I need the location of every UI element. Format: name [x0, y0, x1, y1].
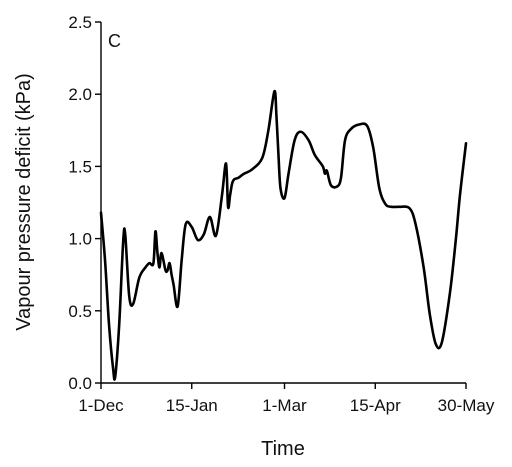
- x-tick-label: 1-Mar: [262, 396, 307, 415]
- y-axis-title: Vapour pressure deficit (kPa): [13, 73, 35, 331]
- axes: [100, 22, 466, 384]
- x-tick-label: 1-Dec: [78, 396, 124, 415]
- y-tick-label: 2.0: [68, 85, 92, 104]
- y-tick-label: 0.0: [68, 374, 92, 393]
- y-tick-label: 1.5: [68, 157, 92, 176]
- y-ticks: 0.0 0.5 1.0 1.5 2.0 2.5: [68, 13, 101, 393]
- x-axis-title: Time: [261, 438, 305, 460]
- y-tick-label: 1.0: [68, 230, 92, 249]
- x-tick-label: 15-Jan: [166, 396, 218, 415]
- x-ticks: 1-Dec 15-Jan 1-Mar 15-Apr 30-May: [78, 383, 495, 415]
- series-layer: [99, 89, 468, 381]
- y-tick-label: 0.5: [68, 302, 92, 321]
- series-line: [99, 89, 468, 381]
- x-tick-label: 15-Apr: [350, 396, 401, 415]
- panel-label: C: [108, 31, 121, 51]
- x-tick-label: 30-May: [438, 396, 495, 415]
- y-tick-label: 2.5: [68, 13, 92, 32]
